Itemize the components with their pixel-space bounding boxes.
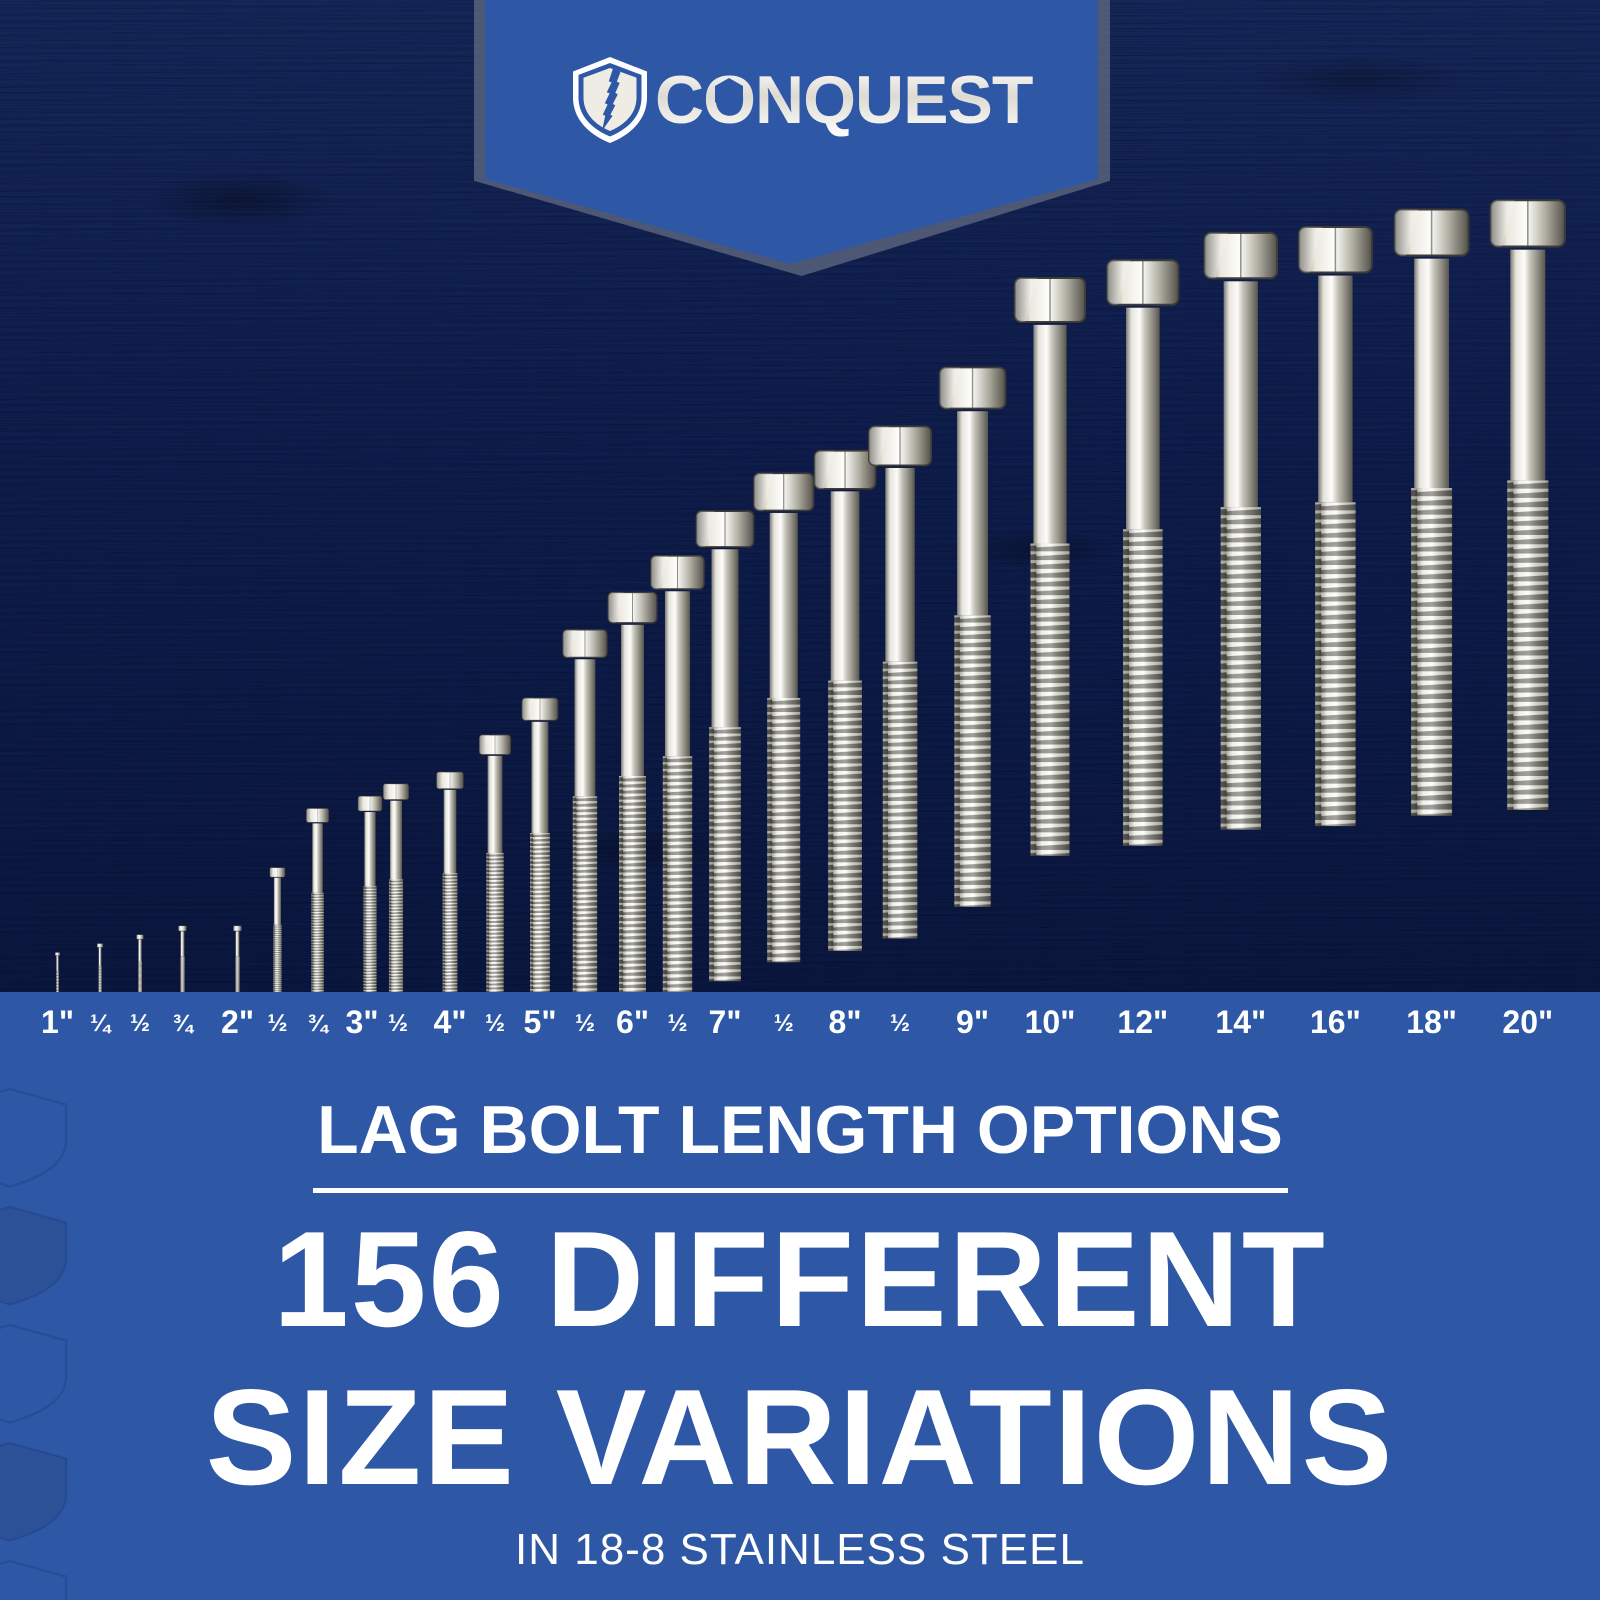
svg-text:CONQUEST: CONQUEST <box>655 62 1033 138</box>
